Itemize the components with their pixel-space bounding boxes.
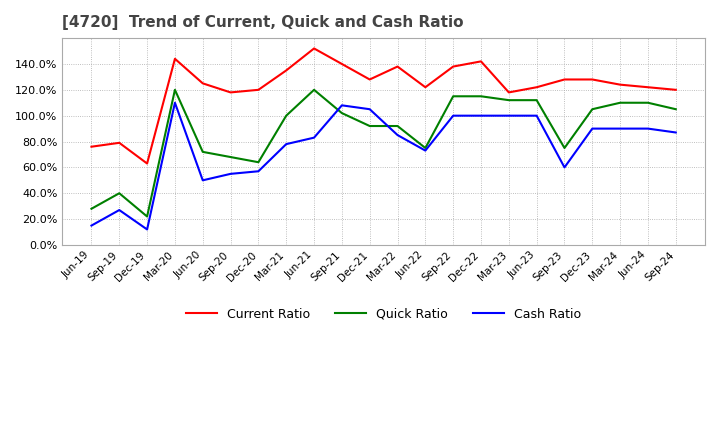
Legend: Current Ratio, Quick Ratio, Cash Ratio: Current Ratio, Quick Ratio, Cash Ratio — [181, 303, 587, 326]
Cash Ratio — [87, 223, 96, 228]
Current Ratio — [616, 82, 624, 87]
Current Ratio — [505, 90, 513, 95]
Quick Ratio — [560, 145, 569, 150]
Quick Ratio — [310, 87, 318, 92]
Current Ratio — [171, 56, 179, 62]
Quick Ratio — [477, 94, 485, 99]
Current Ratio — [477, 59, 485, 64]
Cash Ratio — [532, 113, 541, 118]
Cash Ratio — [393, 132, 402, 138]
Cash Ratio — [421, 148, 430, 153]
Cash Ratio — [338, 103, 346, 108]
Current Ratio — [338, 61, 346, 66]
Cash Ratio — [171, 100, 179, 106]
Current Ratio — [421, 84, 430, 90]
Cash Ratio — [477, 113, 485, 118]
Text: [4720]  Trend of Current, Quick and Cash Ratio: [4720] Trend of Current, Quick and Cash … — [62, 15, 464, 30]
Quick Ratio — [87, 206, 96, 211]
Current Ratio — [644, 84, 652, 90]
Quick Ratio — [532, 98, 541, 103]
Quick Ratio — [338, 110, 346, 116]
Quick Ratio — [226, 154, 235, 160]
Cash Ratio — [310, 135, 318, 140]
Quick Ratio — [449, 94, 457, 99]
Cash Ratio — [505, 113, 513, 118]
Quick Ratio — [282, 113, 291, 118]
Quick Ratio — [254, 160, 263, 165]
Line: Current Ratio: Current Ratio — [91, 48, 676, 164]
Line: Cash Ratio: Cash Ratio — [91, 103, 676, 229]
Current Ratio — [393, 64, 402, 69]
Quick Ratio — [644, 100, 652, 106]
Quick Ratio — [393, 123, 402, 128]
Cash Ratio — [616, 126, 624, 131]
Quick Ratio — [365, 123, 374, 128]
Cash Ratio — [199, 178, 207, 183]
Current Ratio — [449, 64, 457, 69]
Quick Ratio — [616, 100, 624, 106]
Cash Ratio — [226, 171, 235, 176]
Current Ratio — [254, 87, 263, 92]
Current Ratio — [532, 84, 541, 90]
Current Ratio — [365, 77, 374, 82]
Cash Ratio — [282, 142, 291, 147]
Cash Ratio — [449, 113, 457, 118]
Current Ratio — [310, 46, 318, 51]
Current Ratio — [199, 81, 207, 86]
Current Ratio — [588, 77, 597, 82]
Cash Ratio — [588, 126, 597, 131]
Current Ratio — [226, 90, 235, 95]
Quick Ratio — [199, 149, 207, 154]
Current Ratio — [87, 144, 96, 149]
Current Ratio — [143, 161, 151, 166]
Current Ratio — [282, 68, 291, 73]
Quick Ratio — [672, 106, 680, 112]
Quick Ratio — [115, 191, 124, 196]
Cash Ratio — [560, 165, 569, 170]
Quick Ratio — [505, 98, 513, 103]
Cash Ratio — [365, 106, 374, 112]
Cash Ratio — [254, 169, 263, 174]
Quick Ratio — [421, 145, 430, 150]
Cash Ratio — [672, 130, 680, 135]
Quick Ratio — [588, 106, 597, 112]
Quick Ratio — [171, 87, 179, 92]
Quick Ratio — [143, 214, 151, 219]
Cash Ratio — [644, 126, 652, 131]
Current Ratio — [115, 140, 124, 146]
Cash Ratio — [143, 227, 151, 232]
Line: Quick Ratio: Quick Ratio — [91, 90, 676, 216]
Current Ratio — [672, 87, 680, 92]
Cash Ratio — [115, 207, 124, 213]
Current Ratio — [560, 77, 569, 82]
